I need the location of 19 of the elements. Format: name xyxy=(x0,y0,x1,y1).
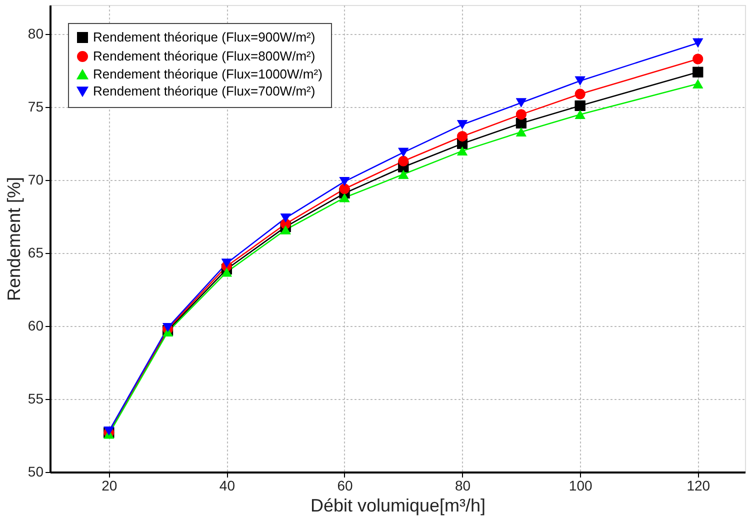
legend-label: Rendement théorique (Flux=800W/m²) xyxy=(93,48,316,64)
x-tick-label: 60 xyxy=(337,478,353,494)
x-tick-label: 120 xyxy=(686,478,710,494)
legend-label: Rendement théorique (Flux=700W/m²) xyxy=(93,84,316,98)
y-tick-label: 50 xyxy=(28,464,44,480)
y-tick-label: 75 xyxy=(28,98,44,115)
y-tick-label: 60 xyxy=(28,318,44,334)
y-tick-label: 65 xyxy=(28,244,44,261)
x-tick-label: 20 xyxy=(102,478,118,494)
x-axis-title: Débit volumique[m³/h] xyxy=(310,496,486,516)
x-tick-label: 40 xyxy=(219,478,236,494)
x-tick-label: 80 xyxy=(455,478,471,494)
y-tick-label: 80 xyxy=(28,26,44,42)
legend-label: Rendement théorique (Flux=900W/m²) xyxy=(93,30,316,44)
y-tick-label: 70 xyxy=(28,172,44,188)
x-tick-label: 100 xyxy=(568,478,592,494)
legend-label: Rendement théorique (Flux=1000W/m²) xyxy=(93,66,322,82)
y-axis-title: Rendement [%] xyxy=(4,176,24,302)
y-tick-label: 55 xyxy=(28,390,44,407)
